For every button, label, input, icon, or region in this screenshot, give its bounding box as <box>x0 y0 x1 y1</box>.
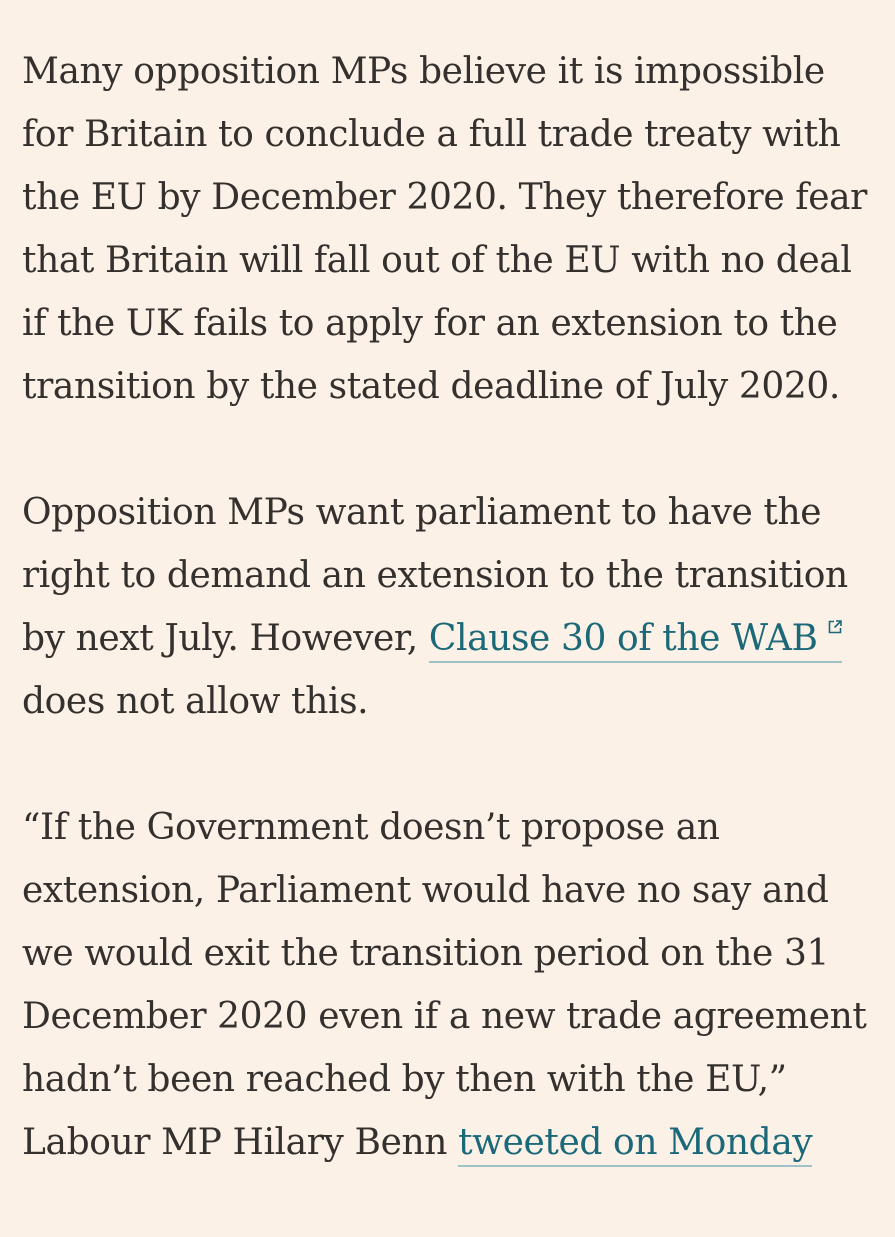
paragraph-clause-30: Opposition MPs want parliament to have t… <box>22 481 882 733</box>
paragraph-clause-30-tail: does not allow this. <box>22 681 369 722</box>
clause-30-link-label: Clause 30 of the WAB <box>428 618 818 659</box>
tweeted-on-monday-link[interactable]: tweeted on Monday <box>458 1122 813 1167</box>
paragraph-clause-30-text: Opposition MPs want parliament to have t… <box>22 492 848 659</box>
paragraph-opposition-fears: Many opposition MPs believe it is imposs… <box>22 51 867 407</box>
external-link-icon <box>828 620 842 634</box>
clause-30-link[interactable]: Clause 30 of the WAB <box>428 618 842 663</box>
paragraph-benn-quote: “If the Government doesn’t propose an ex… <box>22 796 882 1174</box>
article-body: Many opposition MPs believe it is imposs… <box>22 40 882 1237</box>
benn-quote-text: “If the Government doesn’t propose an ex… <box>22 807 867 1163</box>
